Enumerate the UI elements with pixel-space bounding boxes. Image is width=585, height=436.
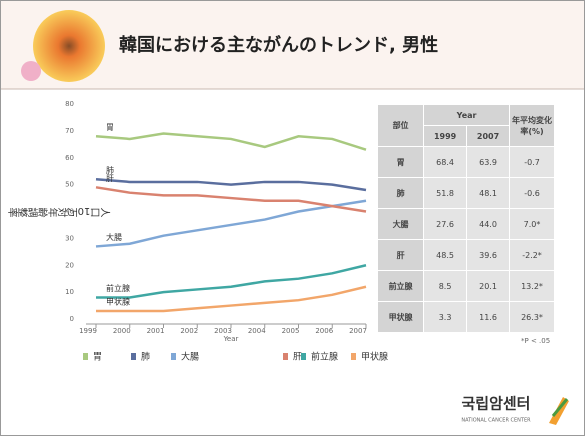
- y-label-text: 人口10万対年齢調整率: [7, 205, 111, 217]
- legend-swatch: [301, 353, 306, 360]
- line: [95, 199, 367, 248]
- table-cell: 39.6: [466, 239, 510, 271]
- x-tick-label: 2003: [214, 327, 232, 335]
- table-cell: 27.6: [423, 208, 468, 240]
- x-tick-label: 2007: [349, 327, 367, 335]
- line-label: 前立腺: [106, 283, 130, 293]
- y-tick-label: 20: [65, 261, 74, 269]
- y-tick-label: 50: [65, 181, 74, 189]
- table-cell: -0.7: [509, 146, 555, 178]
- table-cell: 26.3*: [509, 301, 555, 333]
- y-tick-label: 0: [70, 315, 74, 323]
- line: [95, 132, 367, 151]
- line-label: 大腸: [106, 232, 122, 242]
- table-cell: 63.9: [466, 146, 510, 178]
- legend-label: 肝: [293, 352, 302, 363]
- row-header: 胃: [376, 146, 425, 178]
- table-cell: 13.2*: [509, 270, 555, 302]
- y-label: 人口10万対年齢調整率: [7, 205, 111, 217]
- legend-swatch: [283, 353, 288, 360]
- title: 韓国における主ながんのトレンド, 男性: [119, 34, 438, 56]
- legend-label: 胃: [93, 352, 102, 363]
- table-cell: 44.0: [466, 208, 510, 240]
- flower: [33, 10, 105, 82]
- table-header: 2007: [466, 125, 510, 147]
- logo-name: 국립암센터: [461, 395, 530, 413]
- legend-swatch: [351, 353, 356, 360]
- line-label: 甲状腺: [106, 296, 130, 306]
- line-label: 胃: [106, 123, 114, 132]
- table-cell: 8.5: [423, 270, 468, 302]
- x-tick-label: 2001: [147, 327, 165, 335]
- x-label: Year: [223, 335, 239, 343]
- table-header: Year: [423, 104, 510, 126]
- legend-label: 前立腺: [311, 351, 338, 363]
- x-tick-label: 2005: [282, 327, 300, 335]
- table-cell: 68.4: [423, 146, 468, 178]
- table-cell: -2.2*: [509, 239, 555, 271]
- row-header: 大腸: [376, 208, 425, 240]
- row-header: 肝: [376, 239, 425, 271]
- legend-swatch: [83, 353, 88, 360]
- legend-label: 甲状腺: [361, 351, 388, 363]
- legend-swatch: [131, 353, 136, 360]
- line: [95, 186, 367, 213]
- legend-label: 肺: [141, 352, 150, 363]
- y-tick-label: 70: [65, 127, 74, 135]
- y-tick-label: 10: [65, 288, 74, 296]
- x-tick-label: 2002: [180, 327, 198, 335]
- table-header: 部位: [376, 104, 425, 147]
- table-cell: 11.6: [466, 301, 510, 333]
- table-cell: 48.5: [423, 239, 468, 271]
- table-cell: 51.8: [423, 177, 468, 209]
- legend-swatch: [171, 353, 176, 360]
- x-tick-label: 1999: [79, 327, 97, 335]
- row-header: 甲状腺: [376, 301, 425, 333]
- table-cell: 20.1: [466, 270, 510, 302]
- y-tick-label: 30: [65, 234, 74, 242]
- table: 部位 Year 年平均変化率(%) 1999 2007 胃 68.4 63.9 -0.7 肺 5…: [376, 104, 555, 333]
- line-label: 肺: [106, 166, 114, 175]
- y-tick-label: 80: [65, 100, 74, 108]
- line: [95, 178, 367, 192]
- line: [96, 285, 367, 313]
- row-header: 肺: [376, 177, 425, 209]
- table-cell: -0.6: [509, 177, 555, 209]
- x-tick-label: 2006: [315, 327, 333, 335]
- logo-mark: [551, 398, 569, 417]
- y-tick-label: 40: [65, 208, 74, 216]
- line-label: 肝: [106, 174, 114, 183]
- legend-label: 大腸: [181, 351, 199, 363]
- y-tick-label: 60: [65, 154, 74, 162]
- logo-subtitle: NATIONAL CANCER CENTER: [461, 418, 531, 424]
- table-cell: 7.0*: [509, 208, 555, 240]
- flower-small: [21, 61, 41, 81]
- table-cell: 3.3: [423, 301, 468, 333]
- table-note: *P < .05: [521, 337, 551, 345]
- x-tick-label: 2004: [248, 327, 266, 335]
- x-tick-label: 2000: [113, 327, 131, 335]
- row-header: 前立腺: [376, 270, 425, 302]
- table-header: 1999: [423, 125, 468, 147]
- table-cell: 48.1: [466, 177, 510, 209]
- line: [96, 264, 367, 299]
- table-header: 年平均変化率(%): [509, 104, 555, 147]
